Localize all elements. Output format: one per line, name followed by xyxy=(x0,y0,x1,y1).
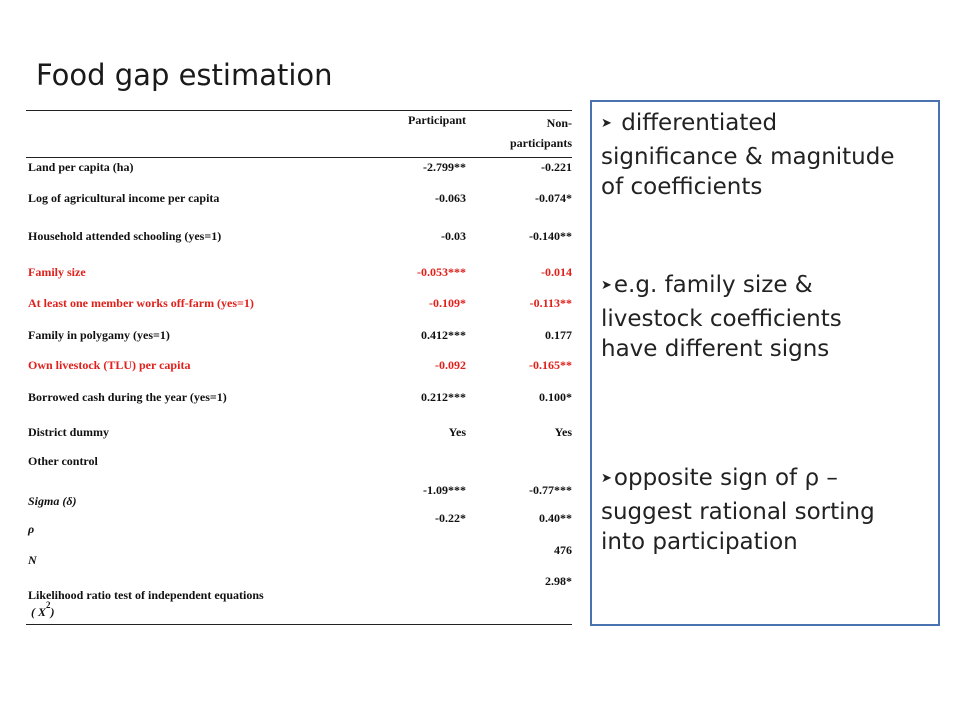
row-label-off-farm-work: At least one member works off-farm (yes=… xyxy=(28,296,254,310)
bullet-text: opposite sign of ρ – xyxy=(613,465,838,491)
row-value-non-participant: -0.074* xyxy=(535,191,572,205)
row-value-participant: -1.09*** xyxy=(423,483,466,497)
bullet-point: ➤ differentiated significance & magnitud… xyxy=(601,108,931,202)
col-header-line1: Non- xyxy=(546,116,572,130)
row-value-non-participant: 0.100* xyxy=(539,390,572,404)
arrow-bullet-icon: ➤ xyxy=(601,471,612,486)
row-value-participant: 0.212*** xyxy=(421,390,466,404)
row-value-non-participant: 0.40** xyxy=(539,511,572,525)
row-value-non-participant: 0.177 xyxy=(545,328,572,342)
row-label-rho: ρ xyxy=(28,522,35,536)
slide-title: Food gap estimation xyxy=(36,58,333,92)
bullet-line: into participation xyxy=(601,529,798,555)
bullet-text: differentiated xyxy=(621,110,778,136)
row-label-other-control: Other control xyxy=(28,454,98,468)
col-header-line2: participants xyxy=(509,136,572,150)
row-value-participant: 0.412*** xyxy=(421,328,466,342)
bullet-line: suggest rational sorting xyxy=(601,499,875,525)
row-label-district-dummy: District dummy xyxy=(28,425,109,439)
bullet-point: ➤opposite sign of ρ – suggest rational s… xyxy=(601,463,931,557)
commentary-box xyxy=(590,100,940,626)
row-value-participant: -0.053*** xyxy=(417,265,466,279)
row-label-log-agri-income: Log of agricultural income per capita xyxy=(28,191,220,205)
row-value-non-participant: -0.165** xyxy=(529,358,572,372)
row-value-non-participant: -0.113** xyxy=(529,296,572,310)
bullet-line: have different signs xyxy=(601,336,830,362)
row-label-own-livestock: Own livestock (TLU) per capita xyxy=(28,358,191,372)
row-value-non-participant: -0.140** xyxy=(529,229,572,243)
col-header-non-participants: Non- participants xyxy=(466,113,572,153)
row-value-participant: Yes xyxy=(448,425,466,439)
row-value-participant: -2.799** xyxy=(423,160,466,174)
bullet-line: significance & magnitude xyxy=(601,144,895,170)
row-label-land-per-capita: Land per capita (ha) xyxy=(28,160,134,174)
arrow-bullet-icon: ➤ xyxy=(601,278,612,293)
row-value-non-participant: -0.014 xyxy=(541,265,572,279)
row-label-borrowed-cash: Borrowed cash during the year (yes=1) xyxy=(28,390,227,404)
bullet-text: e.g. family size & xyxy=(613,272,813,298)
row-value-participant: -0.109* xyxy=(429,296,466,310)
row-label-family-size: Family size xyxy=(28,265,86,279)
chi-superscript: 2 xyxy=(46,600,51,610)
row-value-participant: -0.03 xyxy=(441,229,466,243)
row-label-lr-test: Likelihood ratio test of independent equ… xyxy=(28,588,264,602)
table-bottom-rule xyxy=(26,624,572,625)
row-value-non-participant: Yes xyxy=(554,425,572,439)
chi-symbol-text: ( X xyxy=(31,605,46,619)
row-label-sigma: Sigma (δ) xyxy=(28,494,77,508)
row-value-participant: -0.092 xyxy=(435,358,466,372)
row-value-non-participant: -0.221 xyxy=(541,160,572,174)
chi-square-symbol: ( X2) xyxy=(31,600,55,620)
row-value-participant: -0.063 xyxy=(435,191,466,205)
row-label-polygamy: Family in polygamy (yes=1) xyxy=(28,328,170,342)
row-label-household-schooling: Household attended schooling (yes=1) xyxy=(28,229,222,243)
row-value-lr-test: 2.98* xyxy=(545,574,572,588)
arrow-bullet-icon: ➤ xyxy=(601,116,612,131)
bullet-line: ➤ differentiated xyxy=(601,108,931,142)
col-header-participant: Participant xyxy=(408,113,466,127)
row-value-non-participant: -0.77*** xyxy=(529,483,572,497)
bullet-line: ➤opposite sign of ρ – xyxy=(601,463,931,497)
bullet-line: livestock coefficients xyxy=(601,306,842,332)
regression-table: Participant Non- participants Land per c… xyxy=(26,0,572,720)
row-value-participant: -0.22* xyxy=(435,511,466,525)
row-label-n: N xyxy=(28,553,37,567)
bullet-point: ➤e.g. family size & livestock coefficien… xyxy=(601,270,931,364)
row-value-n: 476 xyxy=(554,543,572,557)
chi-close-paren: ) xyxy=(50,605,55,619)
bullet-line: ➤e.g. family size & xyxy=(601,270,931,304)
bullet-line: of coefficients xyxy=(601,174,763,200)
table-top-rule xyxy=(26,110,572,111)
table-header-rule xyxy=(26,157,572,158)
